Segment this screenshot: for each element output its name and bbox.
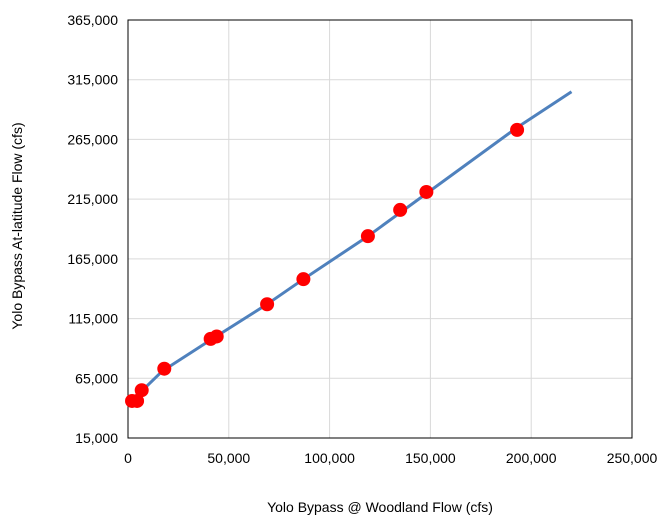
x-axis: 0 50,000 100,000 150,000 200,000 250,000: [124, 450, 657, 466]
y-axis-title: Yolo Bypass At-latitude Flow (cfs): [9, 122, 25, 329]
data-point: [419, 184, 434, 199]
x-tick-label: 200,000: [506, 450, 557, 466]
y-tick-label: 215,000: [67, 191, 118, 207]
x-tick-label: 150,000: [405, 450, 456, 466]
data-point: [157, 361, 172, 376]
y-tick-label: 265,000: [67, 131, 118, 147]
data-point: [260, 297, 275, 312]
x-tick-label: 100,000: [304, 450, 355, 466]
fit-line: [130, 90, 573, 405]
data-point: [130, 393, 145, 408]
y-tick-label: 165,000: [67, 251, 118, 267]
data-point: [209, 329, 224, 344]
series-layer: [125, 90, 573, 408]
x-tick-label: 50,000: [207, 450, 250, 466]
y-tick-label: 15,000: [75, 430, 118, 446]
data-point: [134, 383, 149, 398]
y-tick-label: 65,000: [75, 370, 118, 386]
plot-area: [127, 19, 633, 439]
x-tick-label: 0: [124, 450, 132, 466]
data-point: [360, 229, 375, 244]
y-tick-label: 315,000: [67, 72, 118, 88]
data-point: [510, 122, 525, 137]
x-tick-label: 250,000: [607, 450, 658, 466]
y-axis: 15,000 65,000 115,000 165,000 215,000 265,000…: [67, 12, 118, 446]
x-axis-title: Yolo Bypass @ Woodland Flow (cfs): [267, 499, 493, 515]
y-tick-label: 115,000: [68, 311, 118, 327]
data-point: [296, 272, 311, 287]
y-tick-label: 365,000: [67, 12, 118, 28]
data-point: [393, 202, 408, 217]
